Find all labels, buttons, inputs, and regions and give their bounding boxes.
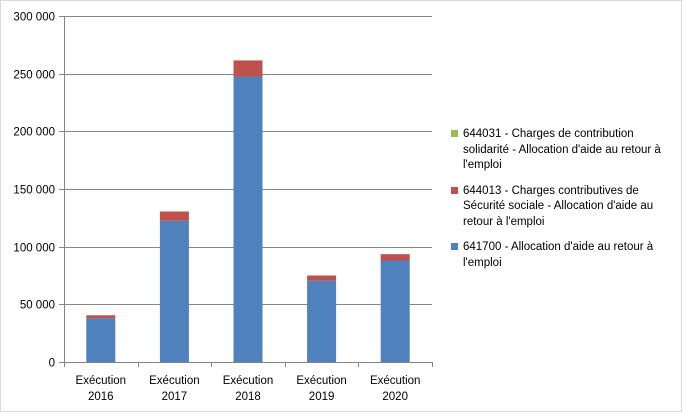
bar-segment-series-0: [159, 220, 189, 362]
bars: [86, 60, 410, 363]
legend-item: 644031 - Charges de contribution solidar…: [451, 127, 679, 174]
x-tick-label: 2019: [309, 391, 335, 403]
legend-label: 644031 - Charges de contribution solidar…: [463, 128, 661, 171]
bar-segment-series-0: [380, 260, 410, 362]
x-axis-ticks: Exécution 2016 Exécution 2017 Exécution 2018 E…: [64, 362, 433, 403]
bar-segment-series-1: [380, 254, 410, 261]
x-tick-label: Exécution: [149, 375, 200, 387]
bar-segment-series-0: [233, 76, 263, 363]
bar-segment-series-0: [86, 318, 116, 362]
bar-segment-series-0: [307, 280, 337, 362]
legend: 644031 - Charges de contribution solidar…: [451, 127, 679, 281]
x-tick-label: Exécution: [76, 375, 127, 387]
x-tick-label: Exécution: [296, 375, 347, 387]
legend-label: 641700 - Allocation d'aide au retour à l…: [463, 241, 654, 269]
bar-segment-series-1: [159, 211, 189, 221]
y-tick-label: 100 000: [13, 243, 55, 255]
x-tick-label: 2018: [235, 391, 261, 403]
y-tick-label: 300 000: [13, 12, 55, 24]
x-tick-label: 2020: [382, 391, 408, 403]
y-tick-label: 150 000: [13, 185, 55, 197]
y-tick-label: 50 000: [20, 300, 55, 312]
bar-segment-series-1: [86, 315, 116, 319]
legend-item: 641700 - Allocation d'aide au retour à l…: [451, 240, 679, 271]
legend-swatch: [451, 130, 458, 137]
axes: [64, 16, 432, 363]
legend-swatch: [451, 186, 458, 194]
x-tick-label: Exécution: [223, 375, 274, 387]
bar-segment-series-1: [307, 275, 337, 281]
y-tick-label: 250 000: [13, 70, 55, 82]
legend-label: 644013 - Charges contributives de Sécuri…: [463, 184, 654, 228]
legend-swatch: [451, 243, 458, 250]
y-axis-ticks: 0 50 000 100 000 150 000 200 000 250 000 300 0…: [13, 12, 64, 370]
x-tick-label: 2016: [88, 391, 114, 403]
x-tick-label: Exécution: [370, 375, 421, 387]
legend-item: 644013 - Charges contributives de Sécuri…: [451, 184, 679, 231]
x-tick-label: 2017: [162, 391, 188, 403]
bar-segment-series-1: [233, 60, 263, 77]
y-tick-label: 200 000: [13, 127, 55, 139]
y-tick-label: 0: [49, 358, 55, 370]
